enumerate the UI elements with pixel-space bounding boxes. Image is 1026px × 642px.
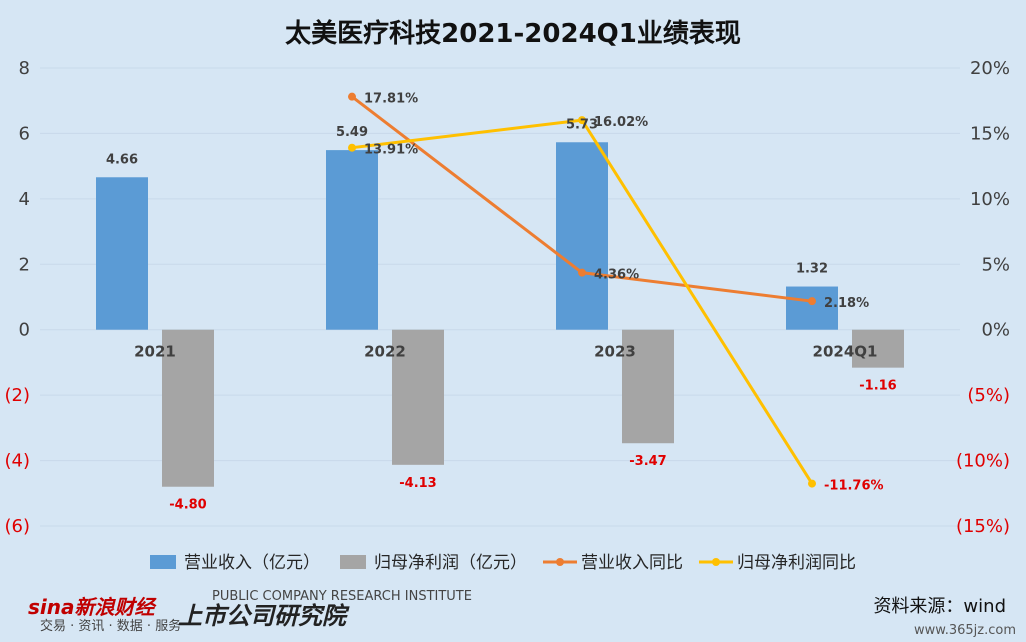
net-profit-bar-label: -1.16 bbox=[859, 379, 896, 394]
site-watermark: www.365jz.com bbox=[914, 623, 1016, 638]
source-note: 资料来源：wind bbox=[873, 596, 1006, 617]
revenue-yoy-label: 4.36% bbox=[594, 268, 639, 283]
net-profit-yoy-point bbox=[808, 479, 816, 488]
right-tick-label: 5% bbox=[981, 254, 1010, 275]
revenue-bar-label: 1.32 bbox=[796, 262, 828, 277]
category-labels: 2021 2022 2023 2024Q1 bbox=[134, 343, 877, 361]
revenue-bar-label: 5.49 bbox=[336, 125, 368, 140]
category-label: 2022 bbox=[364, 343, 406, 361]
category-label: 2023 bbox=[594, 343, 636, 361]
net-profit-yoy-label: 16.02% bbox=[594, 115, 648, 130]
sina-logo: sina新浪财经 交易 · 资讯 · 数据 · 服务 bbox=[28, 595, 181, 634]
right-tick-label: 0% bbox=[981, 320, 1010, 341]
revenue-yoy-label: 2.18% bbox=[824, 296, 869, 311]
revenue-bar bbox=[556, 142, 608, 330]
left-tick-label: (4) bbox=[5, 451, 31, 472]
right-axis: 20% 15% 10% 5% 0% (5%) (10%) (15%) bbox=[956, 58, 1010, 537]
institute-logo: 上市公司研究院 PUBLIC COMPANY RESEARCH INSTITUT… bbox=[178, 589, 472, 630]
revenue-bar bbox=[326, 150, 378, 330]
institute-logo-subtext: PUBLIC COMPANY RESEARCH INSTITUTE bbox=[212, 589, 472, 604]
left-tick-label: (6) bbox=[5, 516, 31, 537]
category-label: 2021 bbox=[134, 343, 176, 361]
legend-marker bbox=[712, 558, 720, 566]
net-profit-yoy-label: -11.76% bbox=[824, 479, 884, 494]
legend: 营业收入（亿元） 归母净利润（亿元） 营业收入同比 归母净利润同比 bbox=[150, 553, 856, 573]
left-tick-label: 4 bbox=[19, 189, 30, 210]
lines bbox=[348, 92, 816, 488]
revenue-bar bbox=[96, 177, 148, 330]
legend-swatch bbox=[340, 555, 366, 569]
category-label: 2024Q1 bbox=[813, 343, 878, 361]
right-tick-label: (10%) bbox=[956, 451, 1010, 472]
left-tick-label: 6 bbox=[19, 123, 30, 144]
net-profit-bar bbox=[852, 329, 904, 368]
left-tick-label: 0 bbox=[19, 320, 30, 341]
data-labels: 4.66 -4.80 5.49 -4.13 5.73 -3.47 1.32 -1.16 17.8… bbox=[106, 92, 897, 513]
left-tick-label: 8 bbox=[19, 58, 30, 79]
bars bbox=[96, 142, 904, 487]
revenue-yoy-point bbox=[808, 297, 816, 306]
revenue-yoy-point bbox=[348, 92, 356, 101]
net-profit-bar bbox=[622, 329, 674, 444]
institute-logo-text: 上市公司研究院 bbox=[178, 602, 350, 630]
revenue-yoy-point bbox=[578, 268, 586, 277]
net-profit-bar-label: -3.47 bbox=[629, 454, 666, 469]
legend-swatch bbox=[150, 555, 176, 569]
sina-logo-text: sina新浪财经 bbox=[28, 595, 157, 619]
legend-label: 营业收入同比 bbox=[581, 553, 683, 573]
net-profit-bar bbox=[162, 329, 214, 487]
net-profit-bar bbox=[392, 329, 444, 465]
right-tick-label: (15%) bbox=[956, 516, 1010, 537]
right-tick-label: 15% bbox=[970, 123, 1010, 144]
legend-marker bbox=[556, 558, 564, 566]
revenue-bar-label: 4.66 bbox=[106, 152, 138, 167]
revenue-bar-label: 5.73 bbox=[566, 117, 598, 132]
right-tick-label: 10% bbox=[970, 189, 1010, 210]
legend-label: 归母净利润同比 bbox=[737, 553, 856, 573]
right-tick-label: (5%) bbox=[967, 385, 1010, 406]
net-profit-yoy-point bbox=[348, 143, 356, 152]
sina-logo-subtext: 交易 · 资讯 · 数据 · 服务 bbox=[40, 618, 181, 634]
chart-title: 太美医疗科技2021-2024Q1业绩表现 bbox=[285, 18, 741, 49]
revenue-yoy-label: 17.81% bbox=[364, 92, 418, 107]
legend-label: 归母净利润（亿元） bbox=[374, 553, 527, 573]
left-axis: 8 6 4 2 0 (2) (4) (6) bbox=[5, 58, 31, 537]
net-profit-yoy-point bbox=[578, 116, 586, 125]
net-profit-yoy-label: 13.91% bbox=[364, 143, 418, 158]
revenue-bar bbox=[786, 286, 838, 330]
left-tick-label: 2 bbox=[19, 254, 30, 275]
net-profit-bar-label: -4.80 bbox=[169, 498, 206, 513]
legend-label: 营业收入（亿元） bbox=[184, 553, 320, 573]
right-tick-label: 20% bbox=[970, 58, 1010, 79]
net-profit-bar-label: -4.13 bbox=[399, 476, 436, 491]
left-tick-label: (2) bbox=[5, 385, 31, 406]
